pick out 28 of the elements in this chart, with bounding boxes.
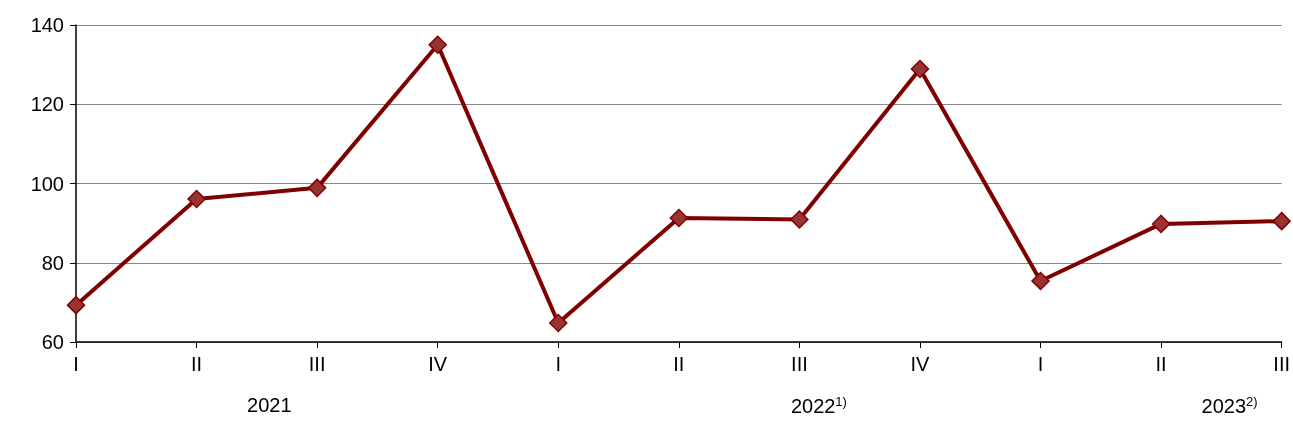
- point: [66, 295, 86, 315]
- y-tick-label: 120: [30, 93, 64, 116]
- point: [428, 35, 447, 55]
- x-tick-label: III: [791, 353, 808, 375]
- x-tick-label: II: [673, 353, 685, 375]
- y-tick-label: 100: [30, 172, 64, 195]
- point: [669, 208, 689, 228]
- y-tick-label: 140: [30, 14, 64, 36]
- x-tick-label: III: [308, 353, 326, 375]
- x-tick-label: I: [1037, 353, 1044, 375]
- point: [910, 59, 930, 79]
- point: [187, 189, 206, 209]
- x-tick-label: IV: [428, 353, 448, 375]
- point: [307, 178, 327, 198]
- point: [790, 210, 809, 229]
- y-tick-label: 60: [41, 331, 64, 353]
- x-tick-label: I: [73, 353, 79, 375]
- x-tick-label: II: [191, 353, 203, 375]
- x-tick-label: III: [1273, 353, 1290, 375]
- x-tick-label: I: [555, 353, 562, 375]
- point: [1272, 211, 1291, 231]
- point: [1031, 271, 1050, 291]
- point: [549, 313, 568, 333]
- x-tick-label: IV: [910, 353, 931, 375]
- point: [1151, 214, 1171, 234]
- y-tick-label: 80: [41, 251, 64, 274]
- text: 2021: [247, 394, 292, 416]
- x-tick-label: II: [1155, 353, 1167, 375]
